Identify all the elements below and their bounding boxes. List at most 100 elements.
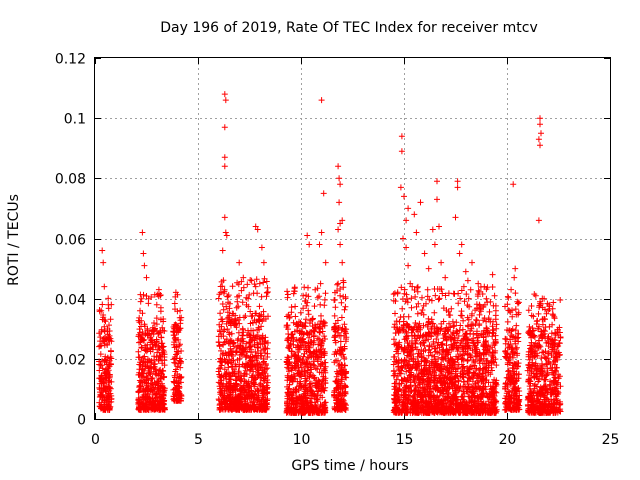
data-point bbox=[156, 352, 163, 359]
data-point bbox=[98, 386, 105, 392]
data-point bbox=[434, 196, 440, 203]
data-point bbox=[397, 314, 404, 321]
chart-title: Day 196 of 2019, Rate Of TEC Index for r… bbox=[160, 20, 537, 36]
data-point bbox=[139, 329, 146, 335]
data-point bbox=[218, 359, 225, 365]
y-tick-label: 0.12 bbox=[55, 52, 86, 68]
data-point bbox=[174, 371, 181, 378]
data-point bbox=[246, 406, 252, 413]
data-point bbox=[105, 295, 112, 302]
data-point bbox=[229, 353, 236, 359]
data-point bbox=[226, 395, 233, 402]
data-point bbox=[220, 398, 227, 405]
data-point bbox=[99, 365, 106, 372]
data-point bbox=[285, 331, 292, 337]
data-point bbox=[317, 392, 324, 399]
data-point bbox=[161, 398, 167, 405]
data-point bbox=[252, 388, 259, 395]
data-point bbox=[105, 361, 112, 368]
data-point bbox=[135, 388, 142, 395]
data-point bbox=[258, 323, 265, 330]
data-point bbox=[221, 339, 228, 346]
data-point bbox=[159, 324, 166, 331]
data-point bbox=[298, 373, 305, 380]
data-point bbox=[151, 361, 158, 368]
data-point bbox=[223, 371, 230, 378]
data-point bbox=[289, 331, 296, 338]
data-point bbox=[308, 361, 314, 368]
data-point bbox=[317, 280, 324, 287]
data-point bbox=[249, 372, 256, 379]
data-point bbox=[251, 407, 258, 413]
data-point bbox=[264, 365, 271, 372]
data-point bbox=[150, 406, 156, 413]
data-point bbox=[240, 406, 247, 413]
data-point bbox=[511, 274, 518, 281]
data-point bbox=[147, 359, 154, 366]
data-point bbox=[221, 366, 228, 373]
data-point bbox=[101, 358, 108, 365]
data-point bbox=[261, 358, 267, 365]
data-point bbox=[233, 394, 240, 401]
data-point bbox=[237, 376, 244, 383]
data-point bbox=[153, 321, 160, 328]
data-point bbox=[247, 277, 254, 283]
data-point bbox=[438, 259, 445, 266]
data-point bbox=[170, 378, 177, 385]
data-point bbox=[234, 279, 241, 286]
data-point bbox=[171, 379, 178, 386]
data-point bbox=[145, 295, 152, 302]
data-point bbox=[226, 305, 233, 312]
data-point bbox=[136, 314, 143, 321]
data-point bbox=[262, 373, 269, 380]
data-point bbox=[260, 346, 267, 353]
data-point bbox=[262, 345, 269, 352]
data-point bbox=[303, 316, 309, 323]
data-point bbox=[161, 406, 168, 413]
data-point bbox=[306, 241, 313, 248]
data-point bbox=[456, 250, 463, 257]
data-point bbox=[235, 406, 242, 413]
data-point bbox=[150, 397, 157, 404]
data-point bbox=[504, 293, 511, 300]
data-point bbox=[231, 401, 237, 408]
data-point bbox=[143, 274, 150, 281]
data-point bbox=[155, 405, 162, 411]
data-point bbox=[227, 345, 234, 352]
data-point bbox=[171, 339, 178, 346]
data-point bbox=[175, 388, 182, 395]
data-point bbox=[135, 331, 142, 338]
data-point bbox=[239, 346, 246, 352]
data-point bbox=[241, 394, 248, 401]
data-point bbox=[177, 341, 183, 348]
data-point bbox=[337, 241, 344, 248]
data-point bbox=[147, 345, 154, 352]
data-point bbox=[320, 190, 327, 197]
data-point bbox=[419, 307, 426, 313]
data-point bbox=[342, 303, 349, 310]
data-point bbox=[257, 363, 264, 370]
data-point bbox=[102, 368, 109, 375]
data-point bbox=[322, 290, 329, 297]
data-point bbox=[240, 338, 247, 345]
data-point bbox=[220, 306, 227, 313]
data-point bbox=[225, 340, 232, 347]
data-point bbox=[290, 319, 297, 326]
data-point bbox=[173, 366, 179, 373]
data-point bbox=[177, 317, 184, 324]
data-point bbox=[161, 349, 168, 355]
data-point bbox=[101, 323, 108, 330]
data-point bbox=[141, 323, 148, 330]
data-point bbox=[158, 334, 165, 341]
data-point bbox=[223, 232, 230, 239]
data-point bbox=[512, 306, 519, 313]
data-point bbox=[217, 374, 224, 381]
data-point bbox=[159, 367, 166, 374]
x-tick-label: 25 bbox=[602, 432, 620, 448]
data-point bbox=[99, 247, 106, 254]
data-point bbox=[174, 325, 181, 332]
data-point bbox=[239, 299, 246, 306]
data-point bbox=[318, 97, 325, 104]
x-axis: 0 5 10 15 20 25 bbox=[91, 58, 619, 448]
data-point bbox=[98, 392, 105, 399]
